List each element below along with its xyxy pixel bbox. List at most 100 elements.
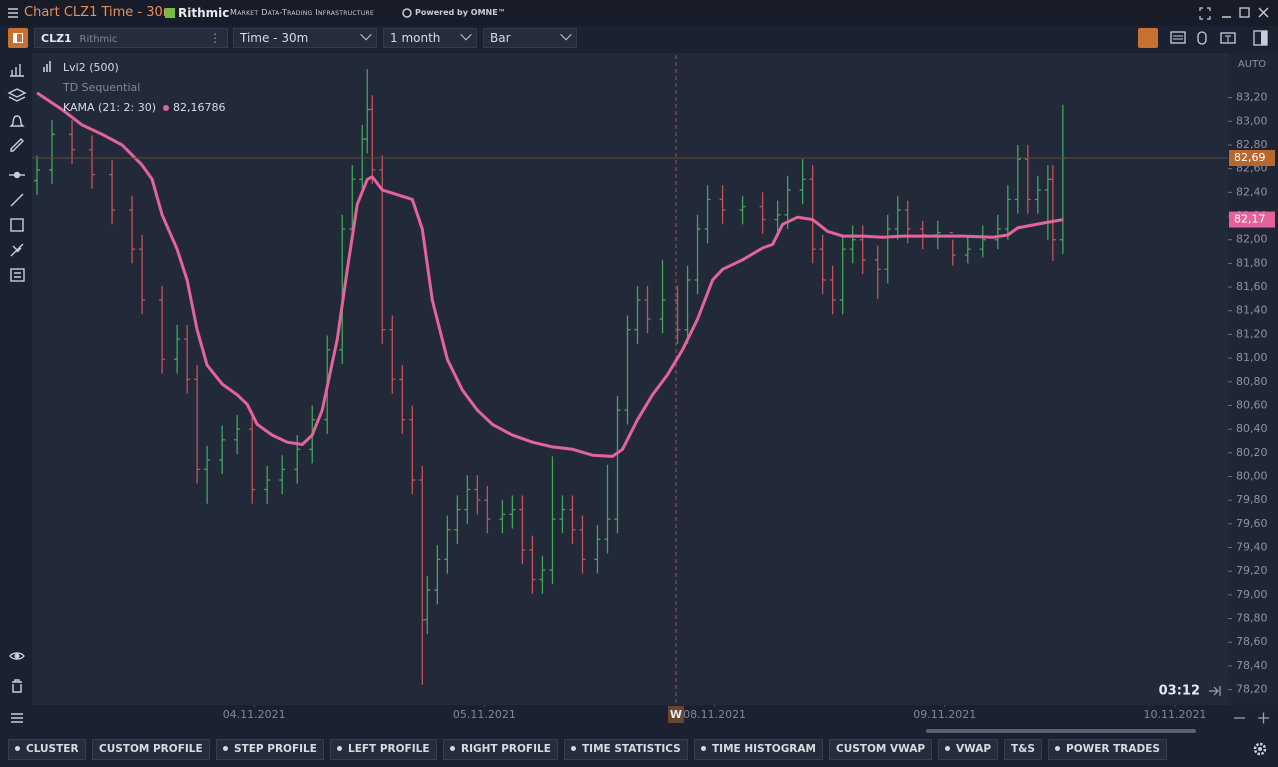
scale-mode[interactable]: AUTO <box>1238 59 1266 70</box>
y-tick-label: 83,20 <box>1236 91 1268 104</box>
button-label: T&S <box>1011 743 1035 755</box>
feature-button[interactable]: CLUSTER <box>8 739 86 760</box>
symbol-source: Rithmic <box>79 34 118 45</box>
lvl2-label[interactable]: Lvl2 (500) <box>63 61 119 74</box>
y-tick-label: 80,20 <box>1236 446 1268 459</box>
y-tick-label: 78,80 <box>1236 612 1268 625</box>
window-controls[interactable] <box>1196 5 1276 21</box>
y-tick-label: 82,80 <box>1236 138 1268 151</box>
timeframe: Time - 30m <box>240 31 309 45</box>
feature-bar: CLUSTER CUSTOM PROFILE STEP PROFILE LEFT PR… <box>0 737 1278 767</box>
y-tick-label: 82,40 <box>1236 185 1268 198</box>
title-bar: Chart CLZ1 Time - 30m Rithmic Market Dat… <box>0 0 1278 26</box>
y-tick-label: 78,60 <box>1236 635 1268 648</box>
button-label: STEP PROFILE <box>234 743 317 755</box>
button-label: POWER TRADES <box>1066 743 1160 755</box>
button-label: CUSTOM VWAP <box>836 743 926 755</box>
status-dot <box>945 746 950 751</box>
chart: 83,2083,0082,8082,6082,4082,2082,0081,80… <box>32 53 1278 733</box>
y-tick-label: 81,60 <box>1236 280 1268 293</box>
x-tick-label: 05.11.2021 <box>453 708 516 721</box>
kama-value: 82,16786 <box>173 101 226 114</box>
lvl2-icon <box>43 61 51 72</box>
kama-line <box>36 91 1064 458</box>
session-marker: W <box>670 708 682 721</box>
panel-toggle[interactable] <box>8 28 28 48</box>
button-label: TIME HISTOGRAM <box>712 743 816 755</box>
toolbar-icons[interactable] <box>1168 29 1274 47</box>
bar-timer: 03:12 <box>1159 684 1200 699</box>
feature-button[interactable]: RIGHT PROFILE <box>443 739 558 760</box>
toolbar: CLZ1 Rithmic ⋮ Time - 30m 1 month Bar <box>0 26 1278 51</box>
y-tick-label: 81,00 <box>1236 351 1268 364</box>
status-dot <box>571 746 576 751</box>
y-tick-label: 79,00 <box>1236 588 1268 601</box>
y-tick-label: 80,80 <box>1236 375 1268 388</box>
timeframe-dropdown[interactable]: Time - 30m <box>233 28 377 48</box>
status-dot <box>223 746 228 751</box>
y-tick-label: 80,60 <box>1236 398 1268 411</box>
drawing-tools <box>0 55 32 735</box>
time-axis <box>32 705 1278 727</box>
plot-area <box>32 53 1228 705</box>
x-tick-label: 09.11.2021 <box>913 708 976 721</box>
kama-dot <box>163 105 169 111</box>
y-tick-label: 80,40 <box>1236 422 1268 435</box>
feature-button[interactable]: CUSTOM PROFILE <box>92 739 210 760</box>
scroll-to-end[interactable] <box>1209 686 1221 696</box>
settings[interactable] <box>1252 741 1268 757</box>
menu-icon[interactable] <box>7 7 19 19</box>
kama-last-label: 82,17 <box>1234 213 1266 226</box>
y-tick-label: 78,20 <box>1236 683 1268 696</box>
y-tick-label: 83,00 <box>1236 114 1268 127</box>
button-label: CLUSTER <box>26 743 79 755</box>
x-tick-label: 04.11.2021 <box>223 708 286 721</box>
y-tick-label: 81,20 <box>1236 327 1268 340</box>
powered-by: Powered by OMNE™ <box>415 8 506 17</box>
y-tick-label: 80,00 <box>1236 469 1268 482</box>
feature-button[interactable]: T&S <box>1004 739 1042 760</box>
button-label: VWAP <box>956 743 992 755</box>
y-tick-label: 79,60 <box>1236 517 1268 530</box>
zoom-controls[interactable] <box>1234 712 1269 724</box>
tool-active[interactable] <box>1138 28 1158 48</box>
brand-subtitle: Market Data-Trading Infrastructure <box>230 8 375 17</box>
feature-button[interactable]: TIME STATISTICS <box>564 739 688 760</box>
feature-button[interactable]: TIME HISTOGRAM <box>694 739 823 760</box>
range-dropdown[interactable]: 1 month <box>383 28 477 48</box>
feature-button[interactable]: STEP PROFILE <box>216 739 324 760</box>
x-tick-label: 08.11.2021 <box>683 708 746 721</box>
window-title: Chart CLZ1 Time - 30m <box>24 5 176 20</box>
tool-icons[interactable] <box>0 55 32 735</box>
feature-button[interactable]: POWER TRADES <box>1048 739 1167 760</box>
y-tick-label: 81,40 <box>1236 304 1268 317</box>
feature-button[interactable]: CUSTOM VWAP <box>829 739 933 760</box>
status-dot <box>1055 746 1060 751</box>
symbol-box[interactable]: CLZ1 Rithmic ⋮ <box>34 28 228 48</box>
y-tick-label: 78,40 <box>1236 659 1268 672</box>
button-label: LEFT PROFILE <box>348 743 430 755</box>
scrollbar[interactable] <box>926 729 1196 733</box>
feature-button[interactable]: LEFT PROFILE <box>330 739 437 760</box>
brand-logo <box>165 8 175 18</box>
button-label: TIME STATISTICS <box>582 743 681 755</box>
last-price-label: 82,69 <box>1234 151 1266 164</box>
status-dot <box>15 746 20 751</box>
y-tick-label: 79,40 <box>1236 541 1268 554</box>
style-dropdown[interactable]: Bar <box>483 28 577 48</box>
kama-label[interactable]: KAMA (21: 2: 30) <box>63 101 156 114</box>
td-label[interactable]: TD Sequential <box>62 81 140 94</box>
y-tick-label: 81,80 <box>1236 256 1268 269</box>
status-dot <box>701 746 706 751</box>
range: 1 month <box>390 31 441 45</box>
feature-button[interactable]: VWAP <box>938 739 999 760</box>
y-tick-label: 79,80 <box>1236 493 1268 506</box>
omne-logo <box>402 8 412 18</box>
symbol: CLZ1 <box>41 32 72 45</box>
x-tick-label: 10.11.2021 <box>1143 708 1206 721</box>
button-label: RIGHT PROFILE <box>461 743 551 755</box>
last-price-tag <box>1229 150 1275 167</box>
button-label: CUSTOM PROFILE <box>99 743 203 755</box>
session-marker-box <box>668 706 684 723</box>
